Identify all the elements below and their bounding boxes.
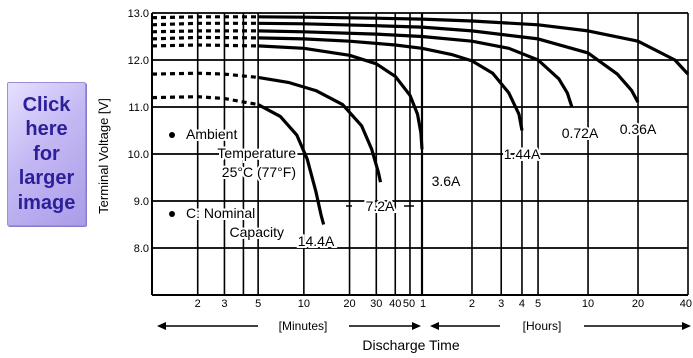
discharge-curve xyxy=(257,103,326,225)
x-tick-label: 3 xyxy=(221,298,227,310)
y-tick-label: 10.0 xyxy=(128,149,149,161)
larger-image-button[interactable]: Click here for larger image xyxy=(7,82,86,226)
larger-image-label-line: larger xyxy=(18,167,75,190)
hours-arrow-left-head xyxy=(430,322,439,330)
curve-dashed-segment xyxy=(151,15,259,20)
minutes-arrow-right-head xyxy=(412,322,421,330)
x-tick-label: 5 xyxy=(255,298,261,310)
y-tick-label: 11.0 xyxy=(128,102,149,114)
discharge-curve xyxy=(258,21,640,104)
x-tick-label: 40 xyxy=(389,298,401,310)
minutes-arrow-left-head xyxy=(157,322,166,330)
curve-dashed-segment xyxy=(151,29,259,34)
x-tick-label: 20 xyxy=(343,298,355,310)
series-label: 14.4A xyxy=(298,233,335,249)
larger-image-label-line: image xyxy=(17,191,76,214)
x-tick-label: 3 xyxy=(498,298,504,310)
note-text: 25°C (77°F) xyxy=(222,164,296,180)
x-tick-label: 2 xyxy=(469,298,475,310)
series-label: 3.6A xyxy=(432,173,461,189)
note-text: Capacity xyxy=(230,224,284,240)
x-unit-label-minutes: [Minutes] xyxy=(279,319,328,333)
curve-dashed-segment xyxy=(151,21,259,27)
y-tick-label: 13.0 xyxy=(128,8,149,20)
discharge-curve xyxy=(257,75,383,183)
hours-arrow-right-head xyxy=(682,322,691,330)
discharge-curve xyxy=(258,29,574,108)
y-tick-label: 8.0 xyxy=(134,243,149,255)
discharge-curve xyxy=(258,36,524,131)
x-tick-label: 30 xyxy=(370,298,382,310)
x-tick-label: 40 xyxy=(680,298,692,310)
note-text: Ambient xyxy=(186,126,237,142)
note-bullet xyxy=(169,132,175,138)
curve-dashed-segment xyxy=(151,95,259,107)
larger-image-label-line: Click xyxy=(22,93,71,116)
discharge-curve xyxy=(258,44,424,150)
larger-image-label: Click here for larger image xyxy=(18,93,76,216)
x-tick-label: 20 xyxy=(632,298,644,310)
series-label: 0.36A xyxy=(620,121,657,137)
y-tick-label: 9.0 xyxy=(134,196,149,208)
x-tick-label: 1 xyxy=(420,298,426,310)
x-unit-label-hours: [Hours] xyxy=(523,319,562,333)
x-tick-label: 4 xyxy=(519,298,525,310)
y-axis-title: Terminal Voltage [V] xyxy=(96,98,111,214)
x-tick-label: 10 xyxy=(298,298,310,310)
larger-image-label-line: for xyxy=(33,142,60,165)
discharge-curve xyxy=(258,15,690,76)
x-tick-label: 10 xyxy=(582,298,594,310)
x-axis-title: Discharge Time xyxy=(362,337,459,353)
series-label: 1.44A xyxy=(504,146,541,162)
curve-dashed-segment xyxy=(151,35,259,41)
note-bullet xyxy=(169,211,175,217)
note-text: C: Nominal xyxy=(186,205,255,221)
curve-dashed-segment xyxy=(151,43,259,48)
note-text: Temperature xyxy=(217,145,296,161)
curve-dashed-segment xyxy=(151,71,259,79)
chart-curves xyxy=(151,15,690,225)
x-tick-label: 5 xyxy=(535,298,541,310)
chart-labels: 13.012.011.010.09.08.02 3 5 10 20 30 40 50 1 2 3 4 5… xyxy=(96,8,692,353)
series-label: 0.72A xyxy=(562,125,599,141)
larger-image-label-line: here xyxy=(25,118,68,141)
x-tick-label: 50 xyxy=(403,298,415,310)
series-label: 7.2A xyxy=(366,198,395,214)
y-tick-label: 12.0 xyxy=(128,55,149,67)
x-tick-label: 2 xyxy=(195,298,201,310)
